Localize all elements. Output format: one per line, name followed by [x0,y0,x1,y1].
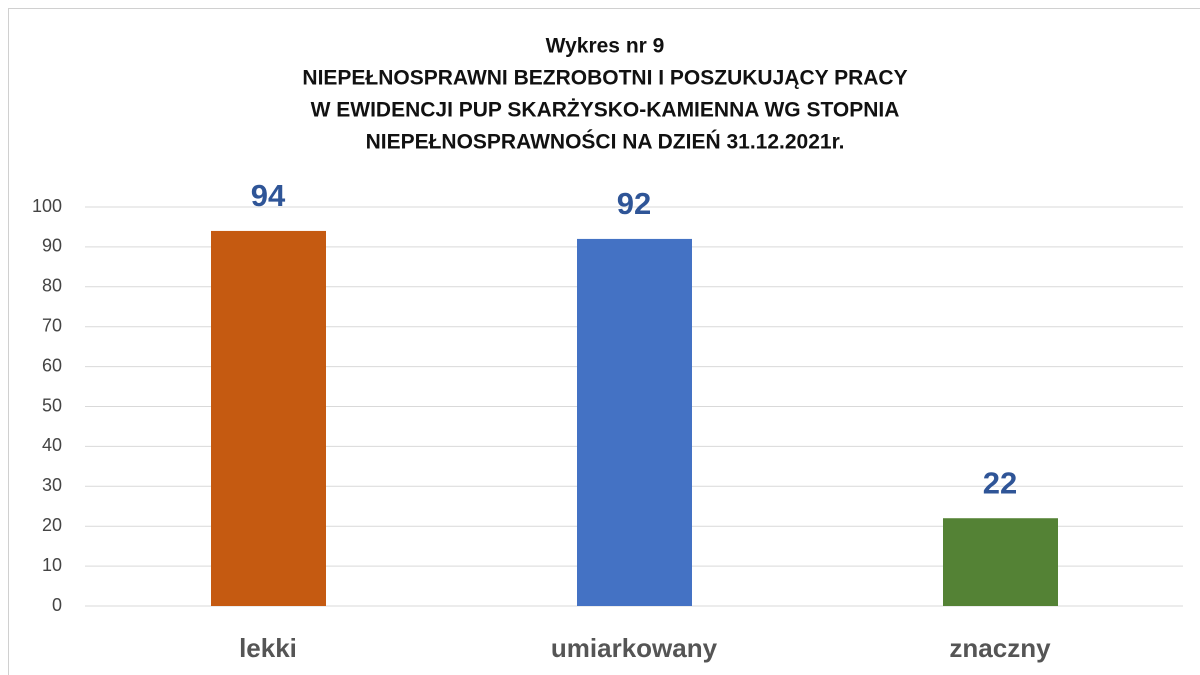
data-label: 94 [251,178,286,213]
chart-title: W EWIDENCJI PUP SKARŻYSKO-KAMIENNA WG ST… [311,99,900,122]
y-tick-label: 80 [42,276,62,296]
bar [943,518,1058,606]
y-tick-label: 60 [42,355,62,375]
y-tick-label: 30 [42,475,62,495]
data-label: 22 [983,465,1017,500]
x-tick-label: lekki [239,633,297,663]
y-tick-label: 100 [32,196,62,216]
y-tick-label: 50 [42,395,62,415]
x-tick-label: znaczny [949,633,1051,663]
chart-title: NIEPEŁNOSPRAWNOŚCI NA DZIEŃ 31.12.2021r. [366,130,845,154]
chart-title: NIEPEŁNOSPRAWNI BEZROBOTNI I POSZUKUJĄCY… [302,67,907,90]
data-label: 92 [617,186,651,221]
chart-title: Wykres nr 9 [546,35,665,58]
y-tick-label: 20 [42,515,62,535]
x-tick-label: umiarkowany [551,633,718,663]
y-tick-label: 70 [42,315,62,335]
y-tick-label: 0 [52,595,62,615]
y-tick-label: 90 [42,236,62,256]
y-tick-label: 40 [42,435,62,455]
bar [211,230,326,606]
bar [577,238,692,607]
y-tick-label: 10 [42,555,62,575]
